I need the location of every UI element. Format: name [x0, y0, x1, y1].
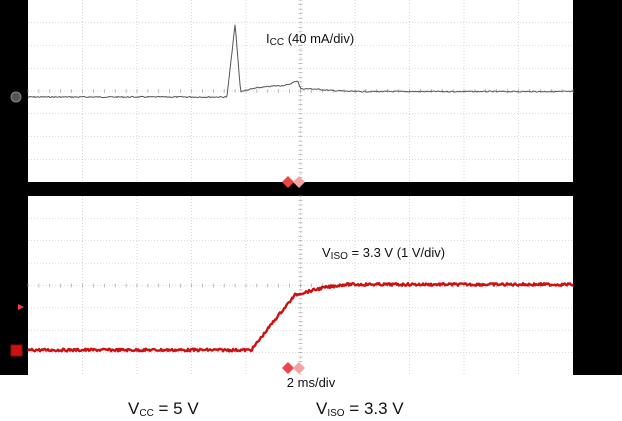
time-scale-label: 2 ms/div [286, 375, 336, 390]
viso-cond-main: V [316, 399, 328, 418]
viso-cond-rest: = 3.3 V [344, 399, 404, 418]
top-trigger-marker-shadow [293, 176, 305, 188]
bottom-channel-ground-marker [10, 344, 23, 357]
icc-trace-label: ICC (40 mA/div) [266, 31, 354, 48]
vcc-rest: = 5 V [153, 399, 199, 418]
condition-vcc: VCC = 5 V [128, 399, 199, 419]
icc-label-rest: (40 mA/div) [284, 31, 355, 46]
icc-label-main: I [266, 31, 270, 46]
viso-trace [27, 282, 574, 353]
trace-layer [27, 24, 574, 353]
right-frame-bar [573, 0, 622, 375]
bottom-trigger-marker [282, 362, 294, 374]
viso-label-sub: ISO [330, 251, 348, 262]
icc-label-sub: CC [269, 37, 285, 48]
viso-label-main: V [322, 245, 331, 260]
top-trigger-marker [282, 176, 294, 188]
condition-viso: VISO = 3.3 V [316, 399, 404, 419]
bottom-trigger-arrow [18, 304, 24, 310]
viso-label-rest: = 3.3 V (1 V/div) [347, 245, 446, 260]
marker-layer [10, 91, 305, 374]
vcc-main: V [128, 399, 140, 418]
oscilloscope-plot [0, 0, 622, 375]
icc-trace [27, 24, 574, 99]
viso-cond-sub: ISO [327, 408, 345, 419]
divider-bar [28, 182, 573, 196]
left-frame-bar [0, 0, 28, 375]
top-channel-ground-marker [10, 91, 22, 103]
bottom-trigger-marker-shadow [293, 362, 305, 374]
vcc-sub: CC [139, 408, 154, 419]
viso-trace-label: VISO = 3.3 V (1 V/div) [322, 245, 445, 262]
